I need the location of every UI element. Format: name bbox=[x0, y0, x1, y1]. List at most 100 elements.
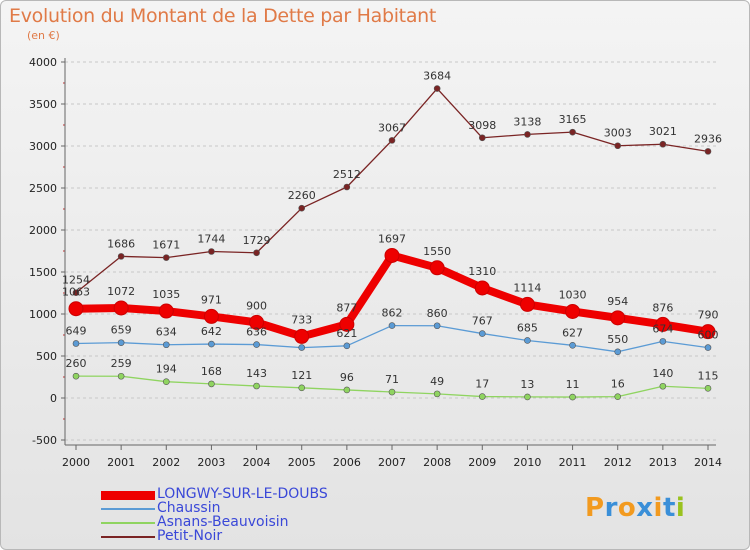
data-point bbox=[524, 393, 531, 401]
x-tick-label: 2006 bbox=[333, 456, 361, 469]
data-point bbox=[474, 280, 490, 296]
data-point bbox=[478, 393, 486, 400]
y-tick-label: 4000 bbox=[29, 56, 57, 69]
data-label: 600 bbox=[698, 329, 719, 342]
data-point bbox=[117, 372, 125, 380]
data-label: 1697 bbox=[378, 232, 406, 245]
data-label: 642 bbox=[201, 325, 222, 338]
data-point bbox=[162, 378, 170, 386]
data-label: 733 bbox=[291, 313, 312, 326]
data-label: 1035 bbox=[152, 288, 180, 301]
data-point bbox=[569, 342, 576, 349]
logo-letter: r bbox=[604, 493, 618, 523]
data-label: 1114 bbox=[513, 281, 541, 294]
data-point bbox=[704, 344, 712, 351]
data-label: 260 bbox=[66, 357, 87, 370]
x-tick-label: 2013 bbox=[649, 456, 677, 469]
data-point bbox=[700, 324, 716, 340]
data-point bbox=[253, 249, 260, 257]
data-point bbox=[117, 339, 125, 346]
data-label: 550 bbox=[607, 333, 628, 346]
data-point bbox=[249, 314, 265, 330]
y-tick-label: 3500 bbox=[29, 98, 57, 111]
data-label: 168 bbox=[201, 365, 222, 378]
logo-letter: t bbox=[662, 493, 676, 523]
data-point bbox=[659, 140, 667, 148]
data-label: 877 bbox=[336, 301, 357, 314]
x-tick-label: 2004 bbox=[243, 456, 271, 469]
data-point bbox=[298, 344, 306, 351]
data-label: 1744 bbox=[197, 233, 225, 246]
x-tick-label: 2005 bbox=[288, 456, 316, 469]
data-label: 790 bbox=[698, 309, 719, 322]
logo-letter: o bbox=[617, 493, 637, 523]
legend-swatch bbox=[101, 508, 155, 510]
data-label: 1550 bbox=[423, 245, 451, 258]
legend-label: LONGWY-SUR-LE-DOUBS bbox=[157, 486, 328, 502]
y-tick-label: 0 bbox=[50, 392, 57, 405]
data-label: 954 bbox=[607, 295, 628, 308]
legend-label: Petit-Noir bbox=[157, 528, 223, 544]
data-label: 1310 bbox=[468, 265, 496, 278]
proxiti-logo: Proxiti bbox=[585, 493, 685, 523]
data-point bbox=[659, 338, 667, 345]
data-label: 649 bbox=[66, 324, 87, 337]
data-label: 971 bbox=[201, 293, 222, 306]
data-point bbox=[524, 131, 531, 138]
data-label: 1729 bbox=[243, 234, 271, 247]
data-label: 1254 bbox=[62, 274, 90, 287]
x-tick-label: 2000 bbox=[62, 456, 90, 469]
data-point bbox=[113, 300, 129, 316]
data-point bbox=[519, 296, 535, 312]
data-label: 1072 bbox=[107, 285, 135, 298]
data-point bbox=[72, 340, 80, 347]
data-label: 1671 bbox=[152, 239, 180, 252]
data-point bbox=[294, 328, 310, 344]
data-point bbox=[704, 385, 712, 392]
x-tick-label: 2010 bbox=[513, 456, 541, 469]
data-label: 876 bbox=[652, 301, 673, 314]
data-label: 767 bbox=[472, 315, 493, 328]
data-label: 121 bbox=[291, 369, 312, 382]
data-label: 194 bbox=[156, 363, 177, 376]
data-label: 627 bbox=[562, 326, 583, 339]
data-point bbox=[298, 384, 306, 392]
data-label: 621 bbox=[336, 327, 357, 340]
data-point bbox=[433, 322, 441, 330]
data-point bbox=[384, 247, 400, 263]
data-point bbox=[208, 248, 215, 255]
data-point bbox=[429, 260, 445, 276]
logo-letter: i bbox=[675, 493, 686, 523]
y-tick-label: 1000 bbox=[29, 308, 57, 321]
data-point bbox=[343, 386, 351, 394]
x-tick-label: 2008 bbox=[423, 456, 451, 469]
data-point bbox=[614, 393, 622, 400]
data-label: 1063 bbox=[62, 286, 90, 299]
x-tick-label: 2001 bbox=[107, 456, 135, 469]
x-tick-label: 2009 bbox=[468, 456, 496, 469]
x-tick-label: 2002 bbox=[152, 456, 180, 469]
data-point bbox=[208, 380, 215, 388]
data-label: 3165 bbox=[559, 113, 587, 126]
data-point bbox=[339, 316, 355, 332]
data-point bbox=[68, 301, 84, 317]
logo-letter: P bbox=[585, 493, 605, 523]
y-tick-label: 2500 bbox=[29, 182, 57, 195]
data-label: 49 bbox=[430, 375, 444, 388]
data-label: 2936 bbox=[694, 132, 722, 145]
data-label: 96 bbox=[340, 371, 354, 384]
data-point bbox=[208, 340, 215, 348]
data-point bbox=[158, 303, 174, 319]
data-point bbox=[614, 348, 622, 356]
x-tick-label: 2007 bbox=[378, 456, 406, 469]
data-point bbox=[655, 316, 671, 332]
x-tick-label: 2014 bbox=[694, 456, 722, 469]
data-label: 259 bbox=[111, 357, 132, 370]
data-point bbox=[253, 382, 260, 390]
data-label: 3138 bbox=[513, 115, 541, 128]
data-point bbox=[162, 341, 170, 349]
data-label: 11 bbox=[566, 378, 580, 391]
data-point bbox=[72, 372, 80, 380]
